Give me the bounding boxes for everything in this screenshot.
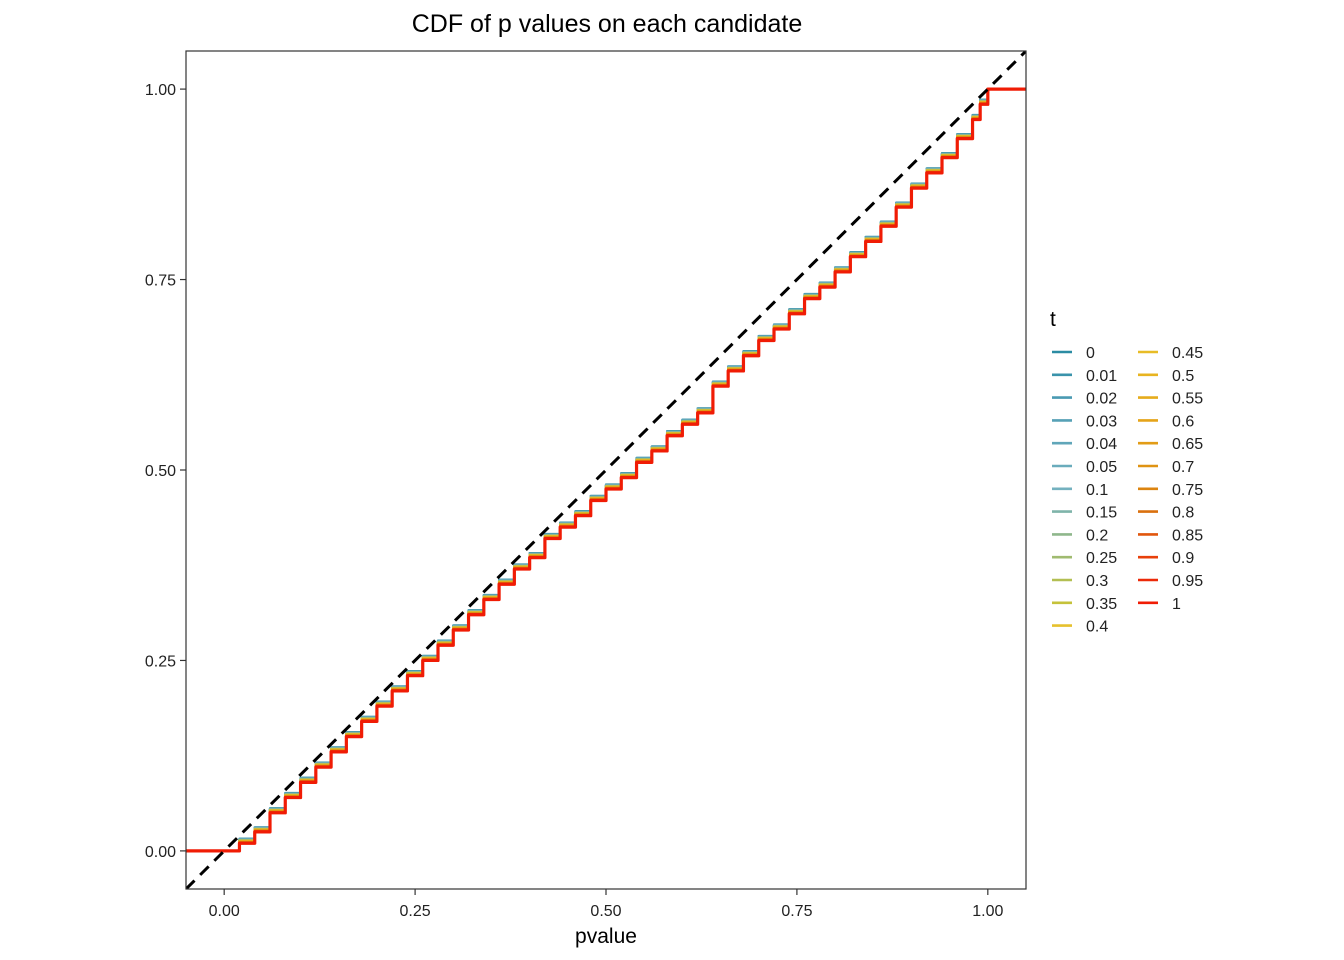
legend-label: 0.55 (1172, 391, 1203, 408)
y-tick-label: 0.75 (145, 273, 176, 290)
legend-label: 0.2 (1086, 527, 1108, 544)
x-tick-label: 0.50 (590, 903, 621, 920)
y-tick-label: 1.00 (145, 82, 176, 99)
legend-label: 0.5 (1172, 368, 1194, 385)
series-line-t-1 (186, 87, 1026, 853)
legend-label: 0.95 (1172, 573, 1203, 590)
legend-label: 0.3 (1086, 573, 1108, 590)
legend-label: 0.8 (1172, 505, 1194, 522)
plot-area (185, 50, 1027, 890)
reference-line-diagonal (186, 51, 1026, 889)
x-tick-label: 0.25 (400, 903, 431, 920)
legend-label: 0.1 (1086, 482, 1108, 499)
legend-label: 0.05 (1086, 459, 1117, 476)
legend-label: 0 (1086, 345, 1095, 362)
x-axis-label: pvalue (575, 925, 637, 948)
y-tick-label: 0.25 (145, 653, 176, 670)
legend-label: 0.03 (1086, 413, 1117, 430)
legend-label: 0.01 (1086, 368, 1117, 385)
series-layer (186, 87, 1026, 853)
legend-label: 1 (1172, 596, 1181, 613)
x-tick-label: 1.00 (972, 903, 1003, 920)
x-axis: 0.00 0.25 0.50 0.75 1.00 (209, 889, 1003, 920)
legend-label: 0.02 (1086, 391, 1117, 408)
x-tick-label: 0.00 (209, 903, 240, 920)
legend-label: 0.65 (1172, 436, 1203, 453)
chart-title: CDF of p values on each candidate (412, 10, 803, 38)
legend-label: 0.6 (1172, 413, 1194, 430)
legend-label: 0.15 (1086, 505, 1117, 522)
legend-label: 0.35 (1086, 596, 1117, 613)
legend-label: 0.75 (1172, 482, 1203, 499)
y-tick-label: 0.50 (145, 463, 176, 480)
legend-label: 0.4 (1086, 619, 1108, 636)
legend-label: 0.7 (1172, 459, 1194, 476)
y-axis: 0.00 0.25 0.50 0.75 1.00 (145, 82, 186, 861)
legend-label: 0.25 (1086, 550, 1117, 567)
x-tick-label: 0.75 (781, 903, 812, 920)
reference-layer (186, 51, 1026, 889)
legend-label: 0.04 (1086, 436, 1117, 453)
legend: t 0 0.01 0.02 0.03 0.04 0.05 0.1 0.15 0.2 0.25 0.3… (1050, 308, 1203, 636)
y-tick-label: 0.00 (145, 844, 176, 861)
legend-label: 0.9 (1172, 550, 1194, 567)
legend-label: 0.45 (1172, 345, 1203, 362)
legend-label: 0.85 (1172, 527, 1203, 544)
legend-title: t (1050, 308, 1056, 331)
